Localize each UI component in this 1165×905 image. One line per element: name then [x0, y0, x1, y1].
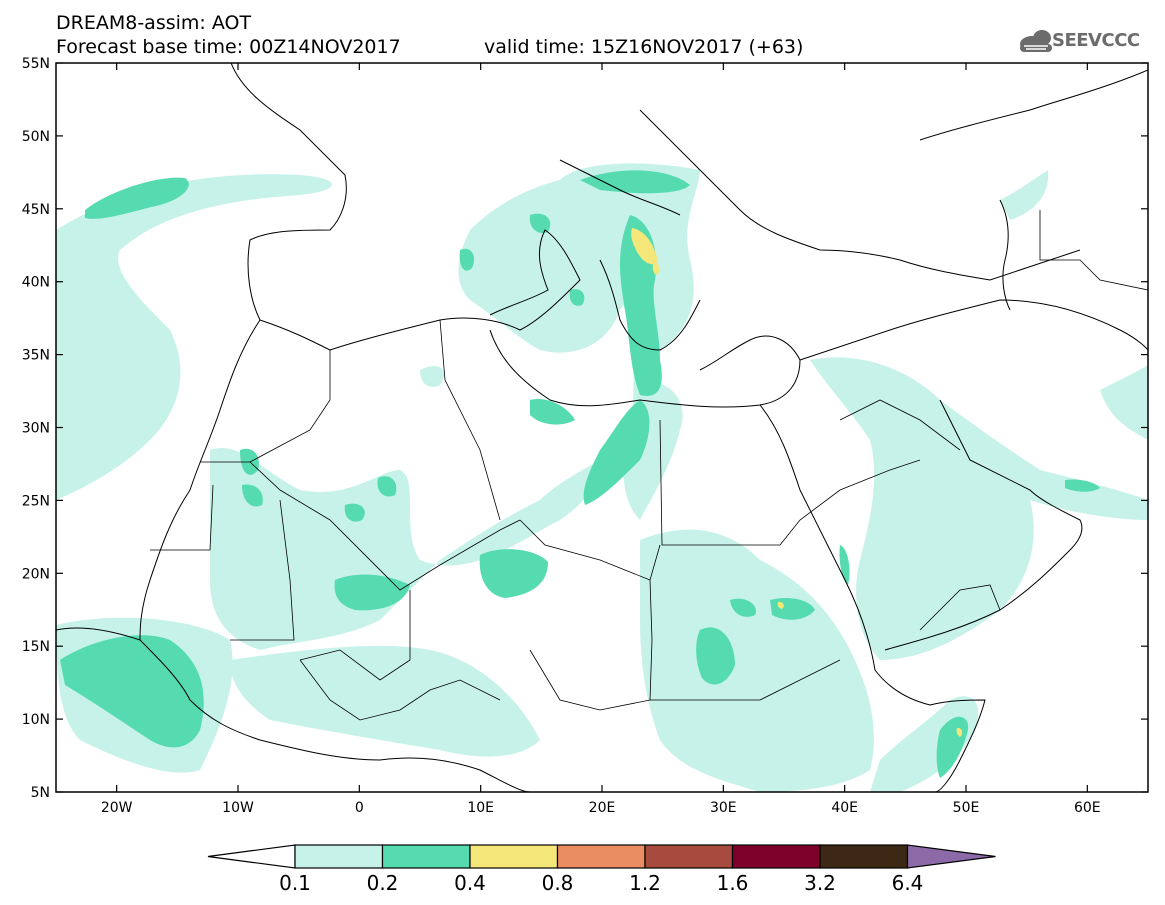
- lon-label: 30E: [710, 800, 737, 816]
- coastlines: [56, 63, 1148, 792]
- lat-label: 20N: [22, 566, 50, 582]
- cloud-icon: [1020, 30, 1052, 52]
- product-title: DREAM8-assim: AOT: [56, 12, 252, 34]
- colorbar-arrow-high: [906, 844, 996, 869]
- colorbar-label: 0.8: [542, 871, 574, 895]
- aot-level-0.2: [60, 170, 1100, 778]
- lat-label: 55N: [22, 56, 50, 72]
- lon-label: 20E: [589, 800, 616, 816]
- lon-label: 60E: [1074, 800, 1101, 816]
- lat-label: 50N: [22, 129, 50, 145]
- colorbar-label: 0.1: [279, 871, 311, 895]
- colorbar-box: [644, 844, 734, 869]
- lat-label: 5N: [31, 785, 50, 801]
- lon-label: 10W: [222, 800, 254, 816]
- lat-label: 10N: [22, 712, 50, 728]
- colorbar-legend: 0.1 0.2 0.4 0.8 1.2 1.6 3.2 6.4: [207, 844, 996, 895]
- lon-label: 10E: [467, 800, 494, 816]
- lon-label: 0: [355, 800, 364, 816]
- colorbar-box: [556, 844, 646, 869]
- lon-label: 20W: [101, 800, 133, 816]
- lon-label: 50E: [953, 800, 980, 816]
- colorbar-label: 0.2: [367, 871, 399, 895]
- latitude-labels: 55N 50N 45N 40N 35N 30N 25N 20N 15N 10N 5N: [22, 56, 50, 801]
- colorbar-label: 0.4: [454, 871, 486, 895]
- aot-fields: [56, 63, 1148, 792]
- logo-text: SEEVCCC: [1052, 30, 1140, 51]
- colorbar-label: 3.2: [804, 871, 836, 895]
- map-plot: 55N 50N 45N 40N 35N 30N 25N 20N 15N 10N 5N 20W 10W 0…: [22, 56, 1149, 816]
- colorbar-box: [731, 844, 821, 869]
- lat-label: 25N: [22, 493, 50, 509]
- lat-label: 30N: [22, 421, 50, 437]
- colorbar-box: [819, 844, 909, 869]
- colorbar-arrow-low: [207, 844, 296, 869]
- lat-label: 45N: [22, 202, 50, 218]
- colorbar-label: 1.2: [629, 871, 661, 895]
- country-borders: [150, 210, 1148, 721]
- valid-time: valid time: 15Z16NOV2017 (+63): [484, 36, 804, 58]
- axis-ticks: [56, 62, 1148, 793]
- aot-level-0.4: [631, 228, 963, 737]
- colorbar-box: [381, 844, 471, 869]
- lat-label: 15N: [22, 639, 50, 655]
- longitude-labels: 20W 10W 0 10E 20E 30E 40E 50E 60E: [101, 800, 1101, 816]
- colorbar-label: 6.4: [892, 871, 924, 895]
- colorbar-box: [469, 844, 559, 869]
- lat-label: 40N: [22, 275, 50, 291]
- lon-label: 40E: [831, 800, 858, 816]
- colorbar-box: [294, 844, 384, 869]
- lat-label: 35N: [22, 348, 50, 364]
- colorbar-label: 1.6: [717, 871, 749, 895]
- forecast-base-time: Forecast base time: 00Z14NOV2017: [56, 36, 401, 58]
